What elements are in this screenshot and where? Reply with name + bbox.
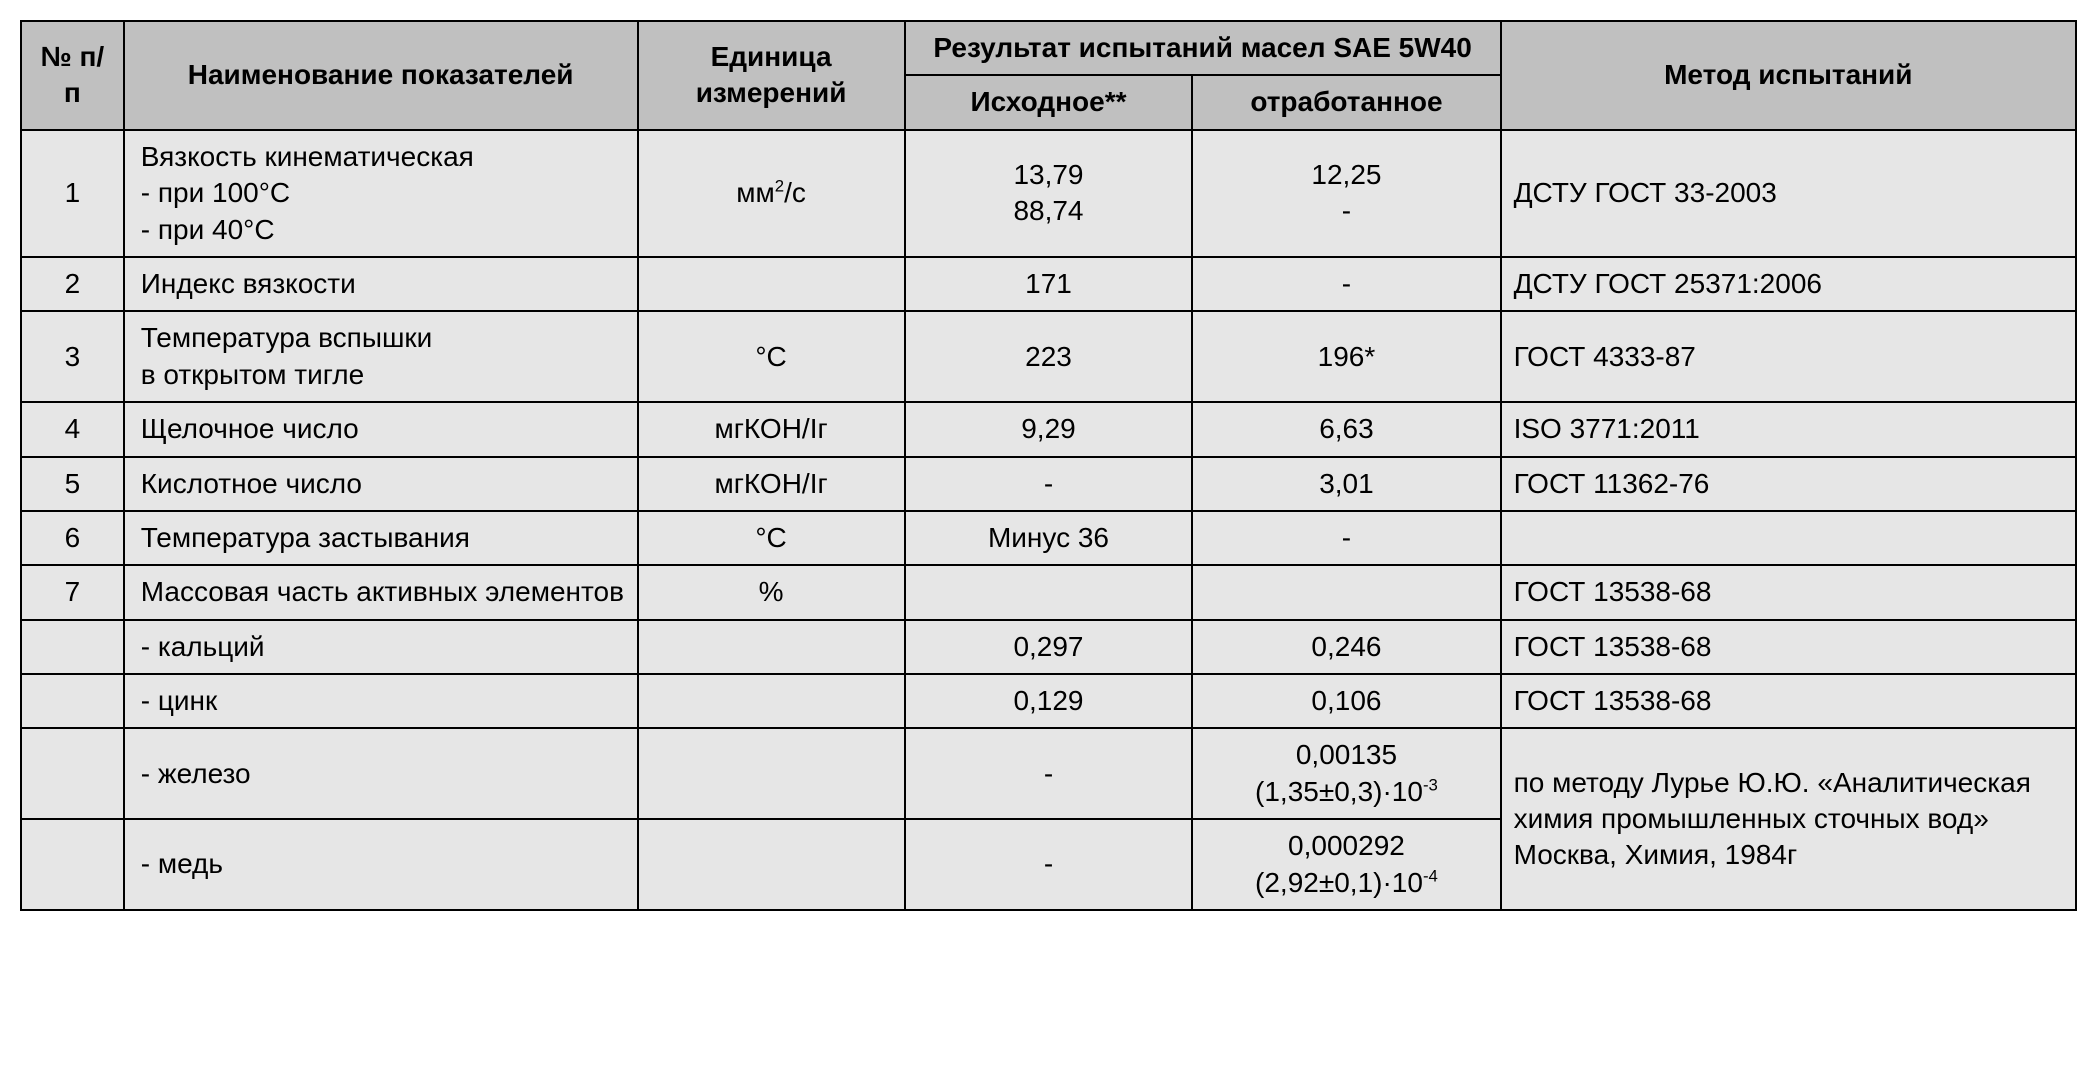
cell-used: 0,106 [1192, 674, 1500, 728]
cell-name: - цинк [124, 674, 638, 728]
cell-name: Вязкость кинематическая- при 100°С- при … [124, 130, 638, 257]
cell-orig: 171 [905, 257, 1193, 311]
cell-num: 6 [21, 511, 124, 565]
table-body: 1Вязкость кинематическая- при 100°С- при… [21, 130, 2076, 910]
cell-method: ГОСТ 13538-68 [1501, 674, 2076, 728]
cell-orig: - [905, 457, 1193, 511]
cell-method: ГОСТ 13538-68 [1501, 565, 2076, 619]
cell-used: 12,25- [1192, 130, 1500, 257]
cell-used: - [1192, 511, 1500, 565]
cell-used: 196* [1192, 311, 1500, 402]
cell-name: Температура застывания [124, 511, 638, 565]
table-row: 3Температура вспышкив открытом тигле°С22… [21, 311, 2076, 402]
cell-method [1501, 511, 2076, 565]
cell-name: Кислотное число [124, 457, 638, 511]
table-row: - железо-0,00135(1,35±0,3)·10-3по методу… [21, 728, 2076, 819]
cell-used: - [1192, 257, 1500, 311]
cell-orig: - [905, 819, 1193, 910]
cell-name: - медь [124, 819, 638, 910]
cell-method: ГОСТ 13538-68 [1501, 620, 2076, 674]
cell-orig [905, 565, 1193, 619]
cell-method: ГОСТ 4333-87 [1501, 311, 2076, 402]
table-row: 5Кислотное числомгКОН/Iг-3,01ГОСТ 11362-… [21, 457, 2076, 511]
cell-num: 4 [21, 402, 124, 456]
cell-unit: мгКОН/Iг [638, 402, 905, 456]
table-row: - цинк 0,1290,106ГОСТ 13538-68 [21, 674, 2076, 728]
cell-orig: Минус 36 [905, 511, 1193, 565]
cell-unit: % [638, 565, 905, 619]
cell-used: 6,63 [1192, 402, 1500, 456]
oil-test-results-table: № п/п Наименование показателей Единица и… [20, 20, 2077, 911]
cell-orig: 13,7988,74 [905, 130, 1193, 257]
cell-unit [638, 674, 905, 728]
cell-num [21, 728, 124, 819]
cell-name: Температура вспышкив открытом тигле [124, 311, 638, 402]
cell-method: по методу Лурье Ю.Ю. «Аналитическая хими… [1501, 728, 2076, 910]
cell-unit: мм2/с [638, 130, 905, 257]
header-used: отработанное [1192, 75, 1500, 129]
cell-method: ISO 3771:2011 [1501, 402, 2076, 456]
cell-name: - железо [124, 728, 638, 819]
cell-unit [638, 819, 905, 910]
cell-method: ГОСТ 11362-76 [1501, 457, 2076, 511]
cell-name: Щелочное число [124, 402, 638, 456]
cell-unit: °С [638, 311, 905, 402]
cell-num: 5 [21, 457, 124, 511]
cell-used [1192, 565, 1500, 619]
cell-method: ДСТУ ГОСТ 25371:2006 [1501, 257, 2076, 311]
header-method: Метод испытаний [1501, 21, 2076, 130]
table-row: 2Индекс вязкости 171-ДСТУ ГОСТ 25371:2006 [21, 257, 2076, 311]
cell-unit [638, 620, 905, 674]
cell-name: - кальций [124, 620, 638, 674]
cell-unit [638, 257, 905, 311]
cell-name: Индекс вязкости [124, 257, 638, 311]
cell-orig: 0,129 [905, 674, 1193, 728]
cell-num [21, 819, 124, 910]
cell-num: 3 [21, 311, 124, 402]
cell-unit: мгКОН/Iг [638, 457, 905, 511]
cell-orig: 9,29 [905, 402, 1193, 456]
header-unit: Единица измерений [638, 21, 905, 130]
table-row: 1Вязкость кинематическая- при 100°С- при… [21, 130, 2076, 257]
cell-used: 0,000292(2,92±0,1)·10-4 [1192, 819, 1500, 910]
table-header: № п/п Наименование показателей Единица и… [21, 21, 2076, 130]
cell-num: 1 [21, 130, 124, 257]
cell-num [21, 674, 124, 728]
cell-num: 7 [21, 565, 124, 619]
cell-unit: °С [638, 511, 905, 565]
table-row: 4Щелочное числомгКОН/Iг9,296,63ISO 3771:… [21, 402, 2076, 456]
header-orig: Исходное** [905, 75, 1193, 129]
table-row: - кальций 0,2970,246ГОСТ 13538-68 [21, 620, 2076, 674]
cell-used: 0,00135(1,35±0,3)·10-3 [1192, 728, 1500, 819]
cell-used: 3,01 [1192, 457, 1500, 511]
cell-name: Массовая часть активных элементов [124, 565, 638, 619]
cell-num [21, 620, 124, 674]
cell-orig: 223 [905, 311, 1193, 402]
cell-unit [638, 728, 905, 819]
cell-orig: 0,297 [905, 620, 1193, 674]
cell-method: ДСТУ ГОСТ 33-2003 [1501, 130, 2076, 257]
cell-used: 0,246 [1192, 620, 1500, 674]
table-row: 6Температура застывания°СМинус 36- [21, 511, 2076, 565]
header-result-group: Результат испытаний масел SAE 5W40 [905, 21, 1501, 75]
header-num: № п/п [21, 21, 124, 130]
table-row: 7Массовая часть активных элементов% ГОСТ … [21, 565, 2076, 619]
header-name: Наименование показателей [124, 21, 638, 130]
cell-num: 2 [21, 257, 124, 311]
cell-orig: - [905, 728, 1193, 819]
